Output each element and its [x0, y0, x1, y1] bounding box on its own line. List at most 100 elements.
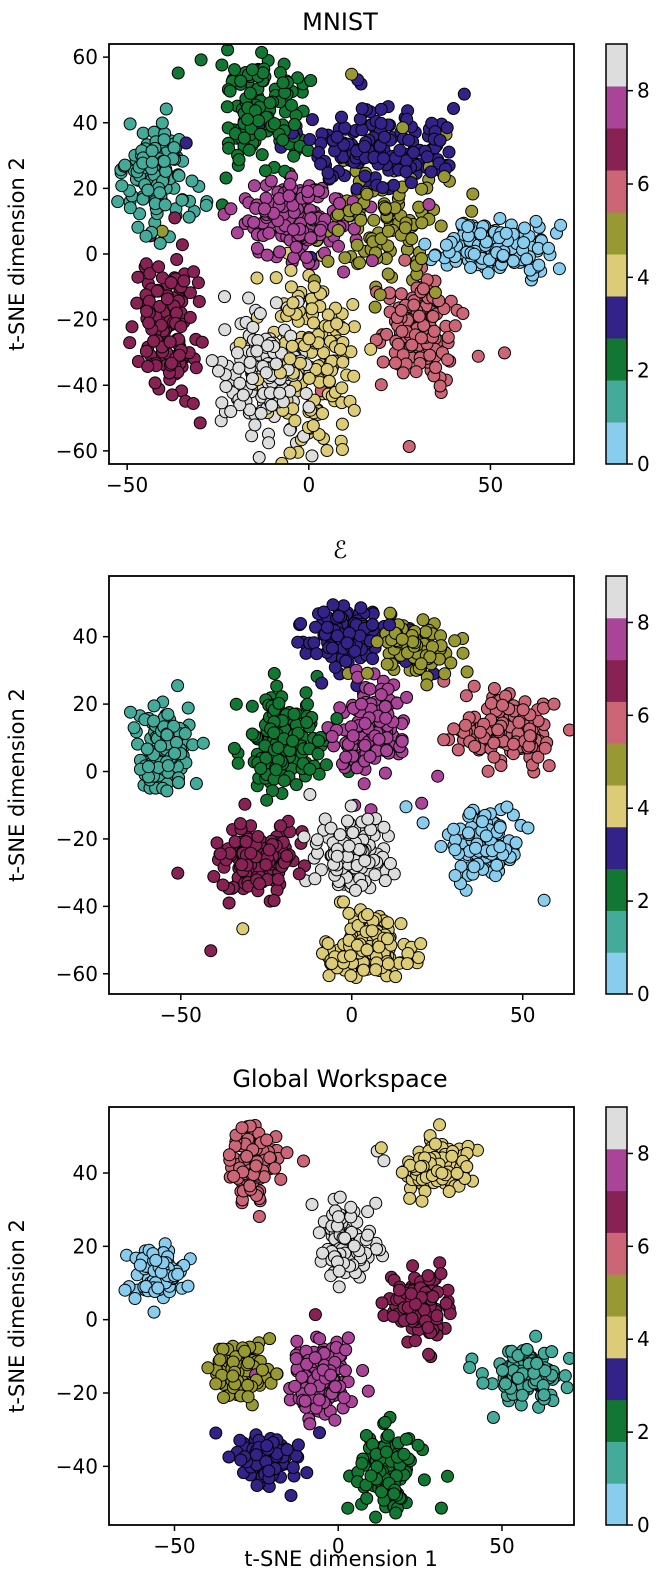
data-point [217, 1391, 230, 1404]
data-point [212, 364, 225, 378]
data-point [347, 1239, 361, 1253]
data-point [209, 1377, 223, 1391]
data-point [171, 866, 185, 880]
data-point [260, 1133, 274, 1147]
data-point [269, 763, 283, 777]
data-point [303, 762, 317, 776]
data-point [280, 849, 294, 863]
data-point [415, 182, 429, 196]
data-point [227, 741, 241, 755]
data-point [259, 751, 273, 765]
data-point [316, 1246, 330, 1260]
data-point [139, 229, 153, 243]
data-point [215, 396, 229, 410]
data-point [249, 1159, 263, 1173]
data-point [303, 1417, 317, 1431]
data-point [263, 1151, 277, 1165]
data-point [222, 896, 236, 910]
data-point [181, 1279, 195, 1293]
data-point [448, 634, 462, 648]
x-tick-label: 50 [510, 1003, 535, 1027]
data-point [253, 877, 266, 891]
data-point [437, 170, 451, 184]
y-tick-label: −40 [56, 894, 98, 918]
x-axis-label: t-SNE dimension 1 [244, 1547, 438, 1571]
data-point [395, 734, 409, 748]
data-point [302, 400, 316, 414]
data-point [287, 149, 301, 163]
colorbar-segment [606, 1274, 627, 1317]
panel-title: ℰ [333, 536, 348, 564]
data-point [399, 800, 413, 814]
data-point [337, 265, 351, 279]
data-point [552, 262, 566, 276]
data-point [305, 113, 319, 127]
data-point [442, 145, 456, 159]
data-point [147, 334, 161, 348]
data-point [165, 388, 179, 402]
data-point [442, 1185, 456, 1198]
data-point [227, 1169, 241, 1183]
data-point [347, 222, 361, 236]
data-point [408, 1334, 422, 1348]
y-tick-label: −40 [56, 1454, 98, 1478]
data-point [521, 821, 535, 835]
data-point [430, 1309, 444, 1323]
data-point [245, 429, 259, 443]
data-point [538, 741, 552, 755]
data-point [167, 141, 181, 155]
data-point [288, 1379, 302, 1393]
data-point [244, 846, 258, 860]
data-point [147, 699, 161, 713]
data-point [152, 260, 166, 274]
data-point [330, 130, 344, 144]
data-point [420, 150, 434, 164]
data-point [420, 678, 434, 692]
data-point [328, 1413, 342, 1427]
data-point [283, 446, 297, 460]
data-point [381, 1428, 395, 1442]
colorbar-segment [606, 868, 627, 911]
data-point [517, 236, 531, 250]
data-point [224, 405, 238, 418]
data-point [326, 598, 340, 612]
data-point [207, 870, 221, 883]
data-point [462, 826, 475, 840]
data-point [139, 344, 153, 358]
colorbar-segment [606, 785, 627, 828]
data-point [332, 1264, 346, 1278]
data-point [308, 1308, 322, 1322]
data-point [481, 764, 495, 778]
y-tick-label: −60 [56, 962, 98, 986]
data-point [405, 1311, 419, 1325]
colorbar-tick-label: 8 [637, 79, 650, 103]
colorbar-segment [606, 1316, 627, 1359]
data-point [284, 1489, 298, 1502]
data-point [379, 201, 392, 215]
data-point [252, 1210, 266, 1223]
data-point [520, 1343, 534, 1356]
data-point [469, 841, 482, 855]
data-point [332, 239, 345, 253]
data-point [396, 366, 410, 380]
data-point [338, 1364, 352, 1378]
data-point [229, 697, 243, 711]
data-point [251, 830, 265, 843]
data-point [348, 644, 362, 658]
data-point [262, 436, 276, 450]
data-point [195, 335, 209, 349]
colorbar-segment [606, 701, 627, 744]
data-point [428, 249, 442, 263]
data-point [269, 357, 283, 371]
data-point [368, 868, 382, 882]
data-point [194, 53, 208, 67]
data-point [289, 240, 303, 254]
data-point [440, 121, 454, 135]
data-point [286, 1461, 300, 1474]
data-point [174, 320, 188, 334]
data-point [341, 1331, 355, 1345]
data-point [216, 878, 230, 892]
data-point [254, 127, 267, 141]
x-tick-label: 50 [478, 473, 503, 497]
data-point [389, 356, 402, 370]
